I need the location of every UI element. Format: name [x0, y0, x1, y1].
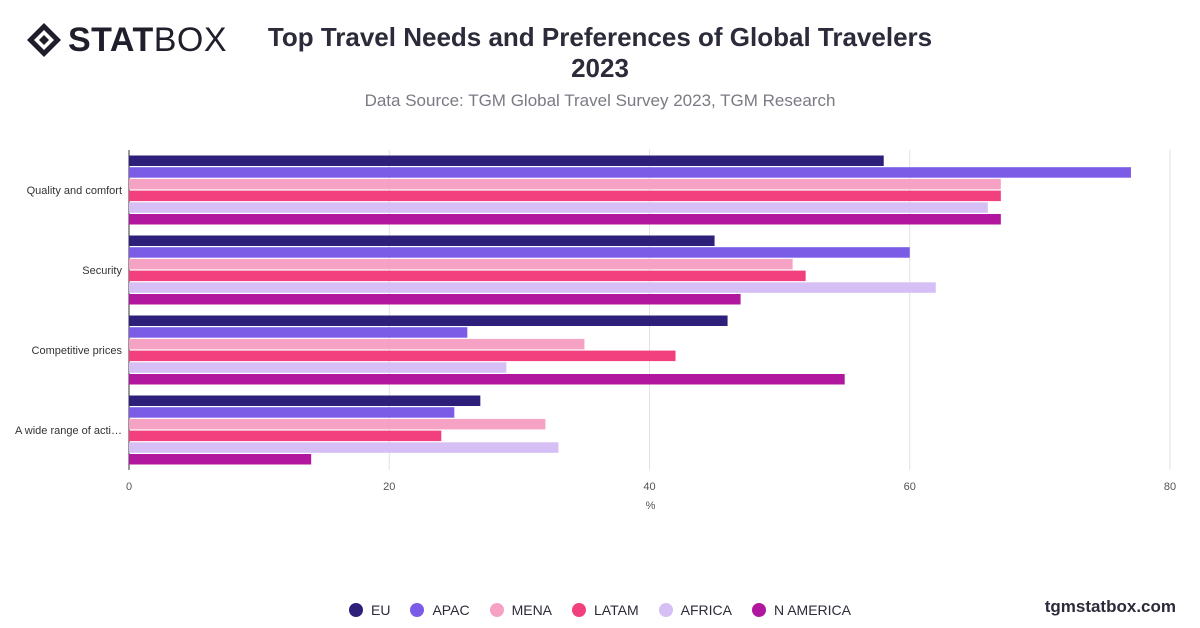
- footer-source: tgmstatbox.com: [1044, 597, 1176, 616]
- legend-item[interactable]: EU: [349, 602, 390, 618]
- bar: [129, 430, 442, 442]
- legend-label: APAC: [432, 602, 470, 618]
- logo-text-light: BOX: [153, 21, 228, 59]
- bar: [129, 247, 910, 258]
- bar: [129, 178, 1001, 190]
- x-axis-label: %: [646, 500, 656, 512]
- legend-item[interactable]: MENA: [489, 602, 553, 618]
- x-tick-label: 0: [126, 481, 132, 493]
- legend-swatch-icon: [658, 603, 673, 617]
- y-category-label: Competitive prices: [32, 345, 123, 357]
- x-tick-label: 40: [643, 481, 655, 493]
- bar: [129, 350, 676, 362]
- bar: [129, 454, 312, 465]
- bar: [129, 235, 715, 246]
- bar: [129, 282, 936, 293]
- legend-item[interactable]: N AMERICA: [751, 602, 851, 618]
- bar: [129, 167, 1131, 178]
- y-category-label: Security: [82, 265, 122, 277]
- x-tick-label: 60: [904, 481, 916, 493]
- logo-wordmark: STATBOX: [68, 22, 227, 58]
- chart-title-line2: 2023: [571, 53, 629, 83]
- legend-label: EU: [371, 602, 391, 618]
- chart-title-line1: Top Travel Needs and Preferences of Glob…: [267, 22, 933, 52]
- statbox-logo: STATBOX: [26, 22, 227, 58]
- bar: [129, 418, 546, 430]
- legend-label: N AMERICA: [773, 602, 851, 618]
- bar: [129, 407, 455, 418]
- legend-label: LATAM: [594, 602, 639, 618]
- legend-swatch-icon: [349, 603, 364, 617]
- legend-label: MENA: [511, 602, 553, 618]
- bar: [129, 338, 585, 350]
- bar: [129, 190, 1001, 202]
- bar: [129, 214, 1001, 225]
- bar: [129, 294, 741, 305]
- legend-swatch-icon: [572, 603, 587, 617]
- legend-swatch-icon: [751, 603, 766, 617]
- bar: [129, 442, 559, 453]
- chart-legend: EU APAC MENA LATAM AFRICA N AMERICA: [0, 602, 1200, 618]
- logo-text-strong: STAT: [68, 21, 154, 59]
- bar: [129, 327, 468, 338]
- legend-item[interactable]: APAC: [410, 602, 470, 618]
- legend-swatch-icon: [410, 603, 425, 617]
- bar: [129, 395, 481, 406]
- legend-item[interactable]: AFRICA: [658, 602, 732, 618]
- legend-item[interactable]: LATAM: [572, 602, 639, 618]
- y-category-label: A wide range of acti…: [15, 425, 122, 437]
- x-tick-label: 80: [1164, 481, 1176, 493]
- x-tick-label: 20: [383, 481, 395, 493]
- bar: [129, 270, 806, 282]
- bar: [129, 362, 507, 373]
- legend-swatch-icon: [489, 603, 504, 617]
- bar: [129, 202, 988, 213]
- bar: [129, 258, 793, 270]
- bar: [129, 155, 884, 166]
- chart-subtitle: Data Source: TGM Global Travel Survey 20…: [364, 91, 836, 110]
- diamond-logo-icon: [27, 23, 61, 57]
- bar: [129, 374, 845, 385]
- y-category-label: Quality and comfort: [27, 185, 122, 197]
- legend-label: AFRICA: [680, 602, 732, 618]
- bar: [129, 315, 728, 326]
- chart-title: Top Travel Needs and Preferences of Glob…: [250, 22, 950, 84]
